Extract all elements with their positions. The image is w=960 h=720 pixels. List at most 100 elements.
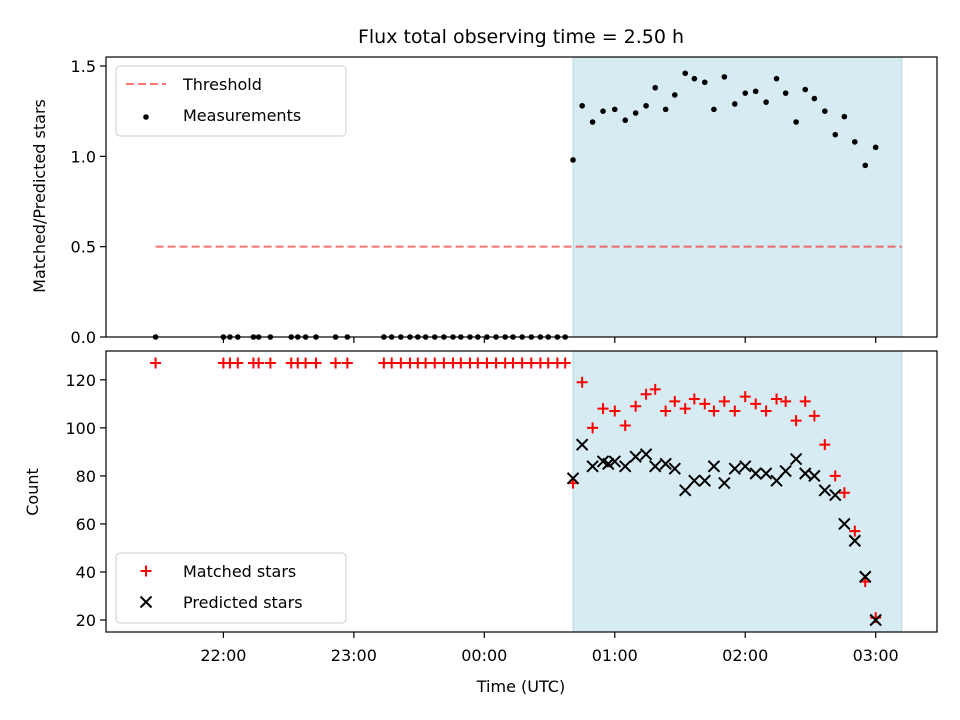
- bottom-ytick-label: 40: [76, 563, 96, 582]
- measurement-point: [802, 86, 809, 93]
- predicted-star-point: [829, 488, 842, 502]
- predicted-star-point: [799, 467, 812, 480]
- measurement-point: [589, 119, 596, 125]
- predicted-star-point: [639, 448, 653, 461]
- measurement-point: [872, 144, 879, 151]
- measurement-point: [752, 88, 759, 95]
- measurement-point: [579, 102, 585, 109]
- legend-label: Measurements: [183, 106, 301, 125]
- matched-star-point: [150, 357, 162, 369]
- matched-star-point: [649, 383, 661, 395]
- measurement-point: [773, 75, 780, 82]
- x-axis-label: Time (UTC): [476, 677, 565, 696]
- matched-star-point: [576, 376, 588, 388]
- measurement-point: [671, 92, 678, 98]
- matched-star-point: [619, 419, 631, 431]
- predicted-star-point: [679, 484, 692, 497]
- predicted-star-point: [728, 462, 742, 475]
- predicted-star-point: [779, 464, 792, 478]
- matched-star-point: [739, 391, 751, 403]
- measurement-point: [611, 106, 618, 113]
- matched-star-point: [688, 393, 700, 405]
- measurement-point: [711, 106, 717, 113]
- predicted-star-point: [668, 462, 681, 475]
- bottom-series-predicted-stars: [566, 438, 882, 627]
- top-ytick-label: 1.5: [71, 57, 96, 76]
- bottom-ylabel: Count: [23, 468, 42, 516]
- predicted-star-point: [759, 467, 773, 480]
- matched-star-point: [253, 357, 265, 369]
- measurement-point: [721, 74, 728, 80]
- bottom-observing-window: [572, 350, 903, 633]
- matched-star-point: [838, 487, 850, 499]
- bottom-xtick-label: 22:00: [200, 646, 246, 665]
- bottom-panel: 20 40 60 80 100 120 22:00 23:00 00:00 01:00 02:00 0…: [65, 350, 938, 665]
- bottom-ytick-label: 80: [76, 467, 96, 486]
- matched-star-point: [609, 405, 621, 417]
- matched-star-point: [630, 400, 642, 412]
- top-ylabel: Matched/Predicted stars: [30, 99, 49, 293]
- top-panel: 0.0 0.5 1.0 1.5 Threshold Measurements: [71, 56, 938, 347]
- matched-star-point: [232, 357, 244, 369]
- matched-star-point: [264, 357, 276, 369]
- matched-star-point: [330, 357, 342, 369]
- bottom-ytick-label: 100: [65, 419, 96, 438]
- matched-star-point: [760, 405, 772, 417]
- measurement-point: [832, 131, 839, 138]
- matched-star-point: [660, 405, 672, 417]
- matched-star-point: [771, 393, 783, 405]
- matched-star-point: [310, 357, 322, 369]
- matched-star-point: [729, 405, 741, 417]
- bottom-series-matched-stars: [150, 357, 882, 624]
- predicted-star-point: [749, 467, 762, 480]
- bottom-xtick-label: 23:00: [331, 646, 377, 665]
- measurement-point: [652, 84, 659, 91]
- predicted-star-point: [859, 570, 872, 583]
- predicted-star-point: [566, 472, 580, 485]
- legend-label: Threshold: [182, 75, 262, 94]
- predicted-star-point: [789, 452, 803, 466]
- matched-star-point: [669, 395, 681, 407]
- matched-star-point: [300, 357, 312, 369]
- top-ytick-label: 1.0: [71, 147, 96, 166]
- predicted-star-point: [698, 474, 711, 487]
- matched-star-point: [829, 470, 841, 482]
- measurement-point: [632, 110, 639, 116]
- measurement-point: [742, 90, 749, 96]
- legend-measurement-swatch: [143, 114, 149, 120]
- bottom-ytick-label: 20: [76, 611, 96, 630]
- predicted-star-point: [838, 517, 851, 531]
- bottom-legend: Matched stars Predicted stars: [115, 552, 347, 624]
- measurement-point: [643, 102, 649, 109]
- matched-star-point: [790, 415, 802, 427]
- legend-predicted-swatch: [139, 595, 153, 609]
- measurement-point: [763, 99, 769, 105]
- top-axes-frame: [105, 56, 938, 338]
- predicted-star-point: [629, 450, 642, 463]
- predicted-star-point: [707, 460, 721, 473]
- predicted-star-point: [718, 476, 731, 490]
- predicted-star-point: [575, 438, 589, 451]
- measurement-point: [600, 108, 606, 114]
- matched-star-point: [587, 422, 599, 434]
- predicted-star-point: [659, 457, 672, 471]
- measurement-point: [662, 106, 669, 113]
- measurement-point: [841, 113, 848, 120]
- predicted-star-point: [619, 460, 632, 473]
- predicted-star-point: [608, 455, 621, 468]
- measurement-point: [731, 101, 738, 107]
- predicted-star-point: [848, 534, 862, 547]
- measurement-point: [782, 90, 789, 96]
- measurement-point: [822, 108, 828, 114]
- matched-star-point: [679, 403, 691, 415]
- bottom-xtick-label: 01:00: [592, 646, 638, 665]
- measurement-point: [691, 75, 698, 82]
- matched-star-point: [699, 398, 711, 410]
- predicted-star-point: [649, 460, 662, 473]
- predicted-star-point: [739, 460, 752, 473]
- top-ytick-label: 0.0: [71, 328, 96, 347]
- measurement-point: [570, 157, 576, 163]
- measurement-point: [862, 162, 869, 169]
- matched-star-point: [808, 410, 820, 422]
- predicted-star-point: [586, 460, 599, 473]
